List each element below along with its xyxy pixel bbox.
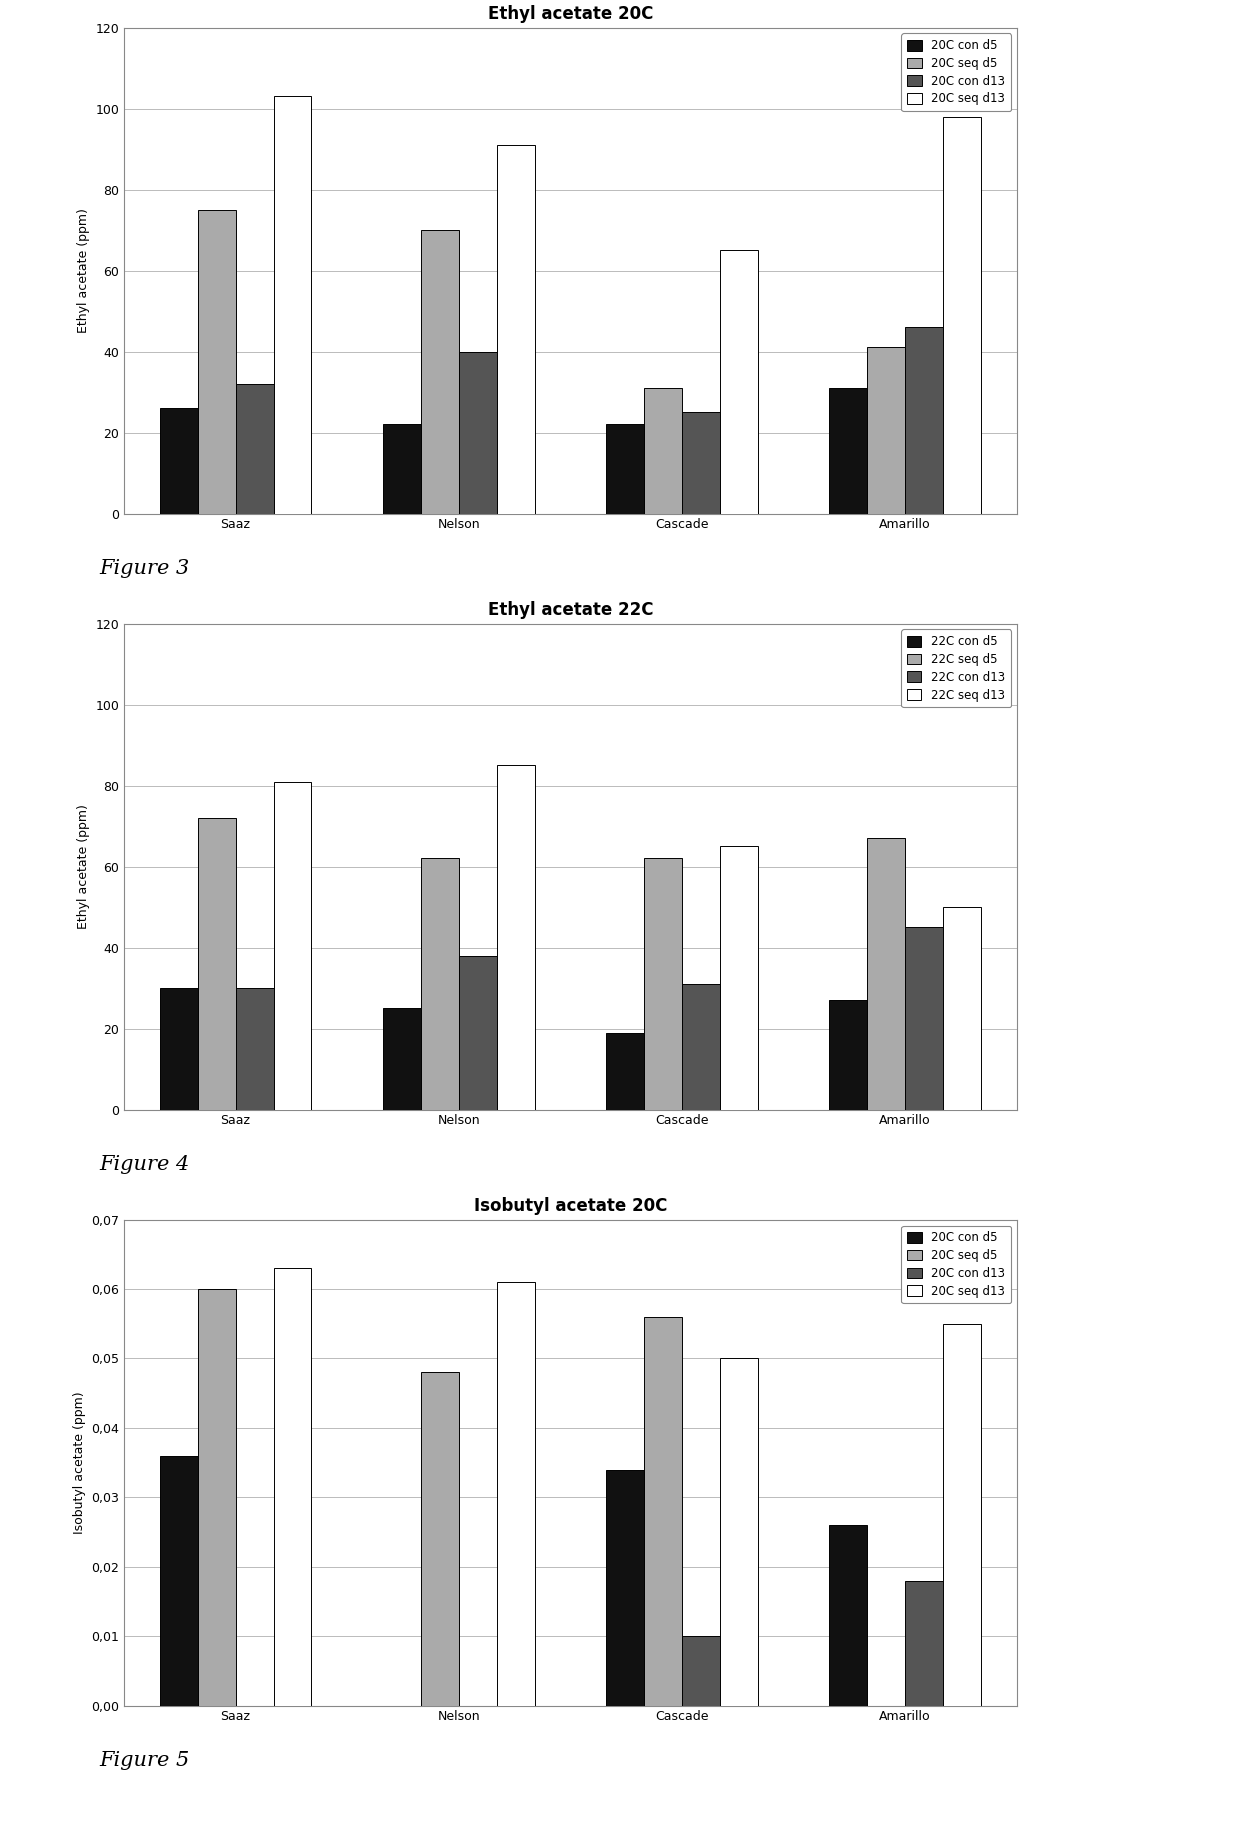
Bar xyxy=(274,781,311,1110)
Text: Figure 3: Figure 3 xyxy=(99,559,190,578)
Bar xyxy=(160,989,197,1110)
Y-axis label: Ethyl acetate (ppm): Ethyl acetate (ppm) xyxy=(77,803,89,930)
Bar xyxy=(160,1456,197,1706)
Bar xyxy=(197,818,236,1110)
Bar xyxy=(197,209,236,514)
Bar xyxy=(420,1372,459,1706)
Bar xyxy=(274,1269,311,1706)
Bar xyxy=(905,326,944,514)
Bar xyxy=(944,1324,981,1706)
Bar xyxy=(420,229,459,514)
Bar xyxy=(644,858,682,1110)
Bar xyxy=(274,97,311,514)
Bar xyxy=(160,409,197,514)
Legend: 22C con d5, 22C seq d5, 22C con d13, 22C seq d13: 22C con d5, 22C seq d5, 22C con d13, 22C… xyxy=(901,629,1011,708)
Bar xyxy=(606,1033,644,1110)
Bar xyxy=(420,858,459,1110)
Bar xyxy=(867,347,905,514)
Title: Isobutyl acetate 20C: Isobutyl acetate 20C xyxy=(474,1198,667,1216)
Bar xyxy=(197,1289,236,1706)
Bar xyxy=(830,389,867,514)
Bar xyxy=(606,1469,644,1706)
Bar xyxy=(720,249,758,514)
Bar xyxy=(944,117,981,514)
Text: Figure 5: Figure 5 xyxy=(99,1751,190,1770)
Bar xyxy=(497,145,534,514)
Title: Ethyl acetate 20C: Ethyl acetate 20C xyxy=(487,6,653,24)
Bar xyxy=(944,908,981,1110)
Bar xyxy=(830,1526,867,1706)
Bar xyxy=(830,1000,867,1110)
Bar xyxy=(644,1317,682,1706)
Bar xyxy=(644,389,682,514)
Bar xyxy=(459,352,497,514)
Legend: 20C con d5, 20C seq d5, 20C con d13, 20C seq d13: 20C con d5, 20C seq d5, 20C con d13, 20C… xyxy=(901,1225,1011,1304)
Bar xyxy=(497,1282,534,1706)
Bar xyxy=(720,845,758,1110)
Bar xyxy=(905,928,944,1110)
Text: Figure 4: Figure 4 xyxy=(99,1155,190,1174)
Bar xyxy=(459,956,497,1110)
Bar xyxy=(905,1581,944,1706)
Bar xyxy=(383,1009,420,1110)
Bar xyxy=(236,383,274,514)
Bar xyxy=(682,1636,720,1706)
Title: Ethyl acetate 22C: Ethyl acetate 22C xyxy=(487,602,653,620)
Legend: 20C con d5, 20C seq d5, 20C con d13, 20C seq d13: 20C con d5, 20C seq d5, 20C con d13, 20C… xyxy=(901,33,1011,112)
Bar xyxy=(867,838,905,1110)
Bar xyxy=(383,424,420,514)
Bar xyxy=(682,985,720,1110)
Bar xyxy=(682,413,720,514)
Y-axis label: Isobutyl acetate (ppm): Isobutyl acetate (ppm) xyxy=(73,1392,86,1533)
Bar xyxy=(606,424,644,514)
Bar xyxy=(497,765,534,1110)
Bar xyxy=(236,989,274,1110)
Bar xyxy=(720,1359,758,1706)
Y-axis label: Ethyl acetate (ppm): Ethyl acetate (ppm) xyxy=(77,207,89,334)
